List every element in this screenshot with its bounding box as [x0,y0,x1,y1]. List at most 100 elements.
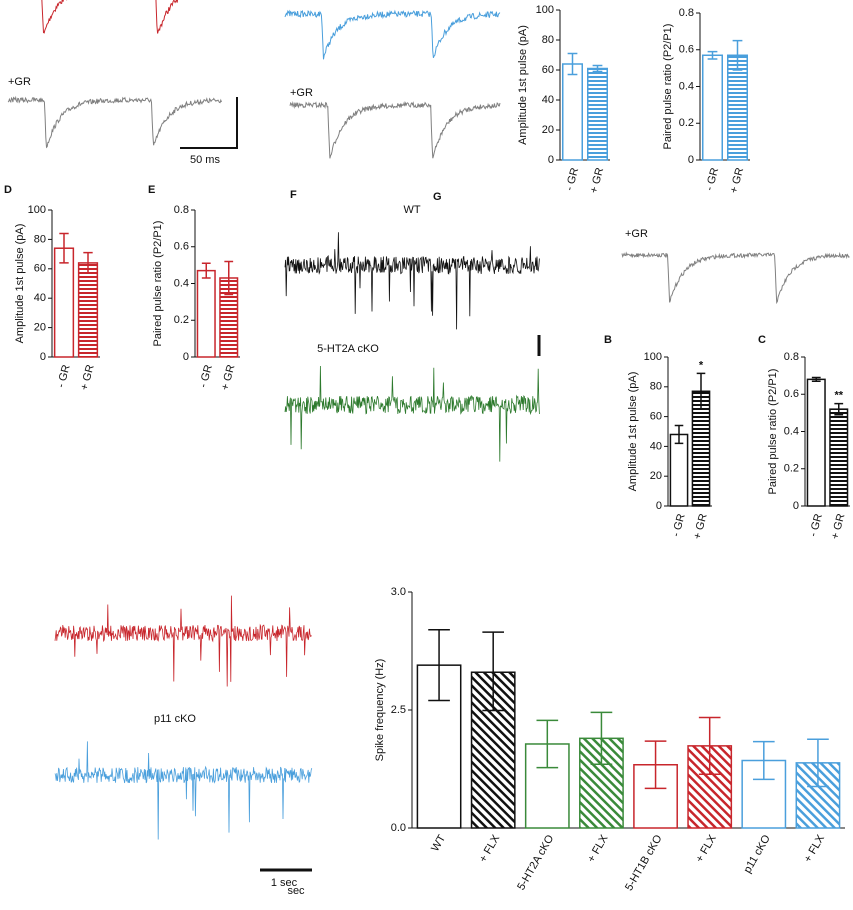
bar [77,262,99,358]
error-bar [482,631,505,712]
trace [54,595,312,687]
x-tick-label: - GR [670,512,688,538]
y-tick-label: 60 [34,263,46,275]
error-bar [59,232,69,264]
trace [54,741,313,840]
gr-label: +GR [8,76,31,88]
x-tick-label: + GR [728,166,746,194]
x-tick-label: p11 cKO [742,833,774,876]
error-bar [752,740,775,781]
x-tick-label: - GR [704,166,722,192]
x-tick-label: + FLX [694,832,720,864]
error-bar [707,50,718,60]
error-bar [732,39,743,71]
x-tick-label: + GR [219,363,237,391]
y-axis-label: Amplitude 1st pulse (pA) [14,224,26,344]
x-tick-label: + FLX [585,832,611,864]
trace [289,100,501,159]
y-tick-label: 40 [34,292,46,304]
trace-label: 5-HT2A cKO [317,343,379,355]
y-tick-label: 0.2 [784,463,799,475]
significance: ** [834,389,843,401]
gr-label: +GR [290,87,313,99]
y-axis-label: Spike frequency (Hz) [374,659,386,762]
error-bar [807,738,829,788]
x-tick-label: + FLX [477,832,503,864]
y-axis-label: Paired pulse ratio (P2/P1) [767,369,779,495]
trace-label: p11 cKO [154,713,196,725]
x-tick-label: - GR [197,363,215,389]
bar [669,433,689,507]
trace [284,9,501,60]
y-tick-label: 2.5 [391,704,406,716]
y-axis-label: Paired pulse ratio (P2/P1) [152,221,164,347]
scale-label: 1 sec [271,877,298,889]
scale-label: sec [287,885,305,897]
panel-letter: D [4,184,12,196]
error-bar [567,52,578,76]
y-tick-label: 0 [40,351,46,363]
y-tick-label: 0.6 [679,44,694,56]
panel-letter: F [290,189,297,201]
panel-letter: C [758,334,766,346]
y-tick-label: 0.0 [391,822,406,834]
trace-label: WT [403,204,420,216]
y-tick-label: 100 [536,4,554,16]
error-bar [592,64,603,73]
y-tick-label: 0.8 [174,204,189,216]
y-tick-label: 3.0 [391,586,406,598]
error-bar [811,376,821,382]
error-bar [834,402,844,416]
x-tick-label: + GR [588,166,606,194]
panel-letter: E [148,184,155,196]
y-axis-label: Amplitude 1st pulse (pA) [627,372,639,492]
bar [587,67,608,161]
error-bar [428,629,450,702]
x-tick-label: + GR [691,512,709,540]
error-bar [201,262,211,279]
significance: * [699,359,704,371]
bar [702,54,723,161]
error-bar [696,372,706,410]
y-tick-label: 0 [548,154,554,166]
panel-letter: G [433,191,442,203]
error-bar [536,719,559,769]
bar [806,378,826,507]
y-tick-label: 100 [28,204,46,216]
error-bar [224,260,234,296]
y-tick-label: 0.4 [174,277,189,289]
y-tick-label: 0 [656,500,662,512]
trace [621,251,850,305]
y-tick-label: 100 [644,351,662,363]
x-tick-label: 5-HT1B cKO [623,833,665,893]
x-tick-label: + GR [829,512,847,540]
bar [829,408,849,507]
y-tick-label: 60 [542,64,554,76]
error-bar [83,251,93,274]
y-tick-label: 80 [650,381,662,393]
y-tick-label: 80 [34,233,46,245]
scale-bar [180,97,238,149]
panel-letter: B [604,334,612,346]
y-tick-label: 80 [542,34,554,46]
x-tick-label: - GR [55,363,73,389]
bar [196,269,216,358]
gr-label: +GR [625,228,648,240]
y-tick-label: 0.8 [679,7,694,19]
y-tick-label: 20 [542,124,554,136]
x-tick-label: - GR [807,512,825,538]
y-tick-label: 0.4 [679,80,694,92]
x-tick-label: + GR [78,363,96,391]
error-bar [644,740,667,790]
bar [633,764,678,829]
trace [284,232,540,330]
y-tick-label: 40 [542,94,554,106]
y-tick-label: 0.2 [174,314,189,326]
error-bar [674,424,684,445]
y-tick-label: 0.2 [679,117,694,129]
x-tick-label: - GR [564,166,582,192]
trace [284,365,540,462]
y-tick-label: 0 [183,351,189,363]
y-tick-label: 20 [650,470,662,482]
